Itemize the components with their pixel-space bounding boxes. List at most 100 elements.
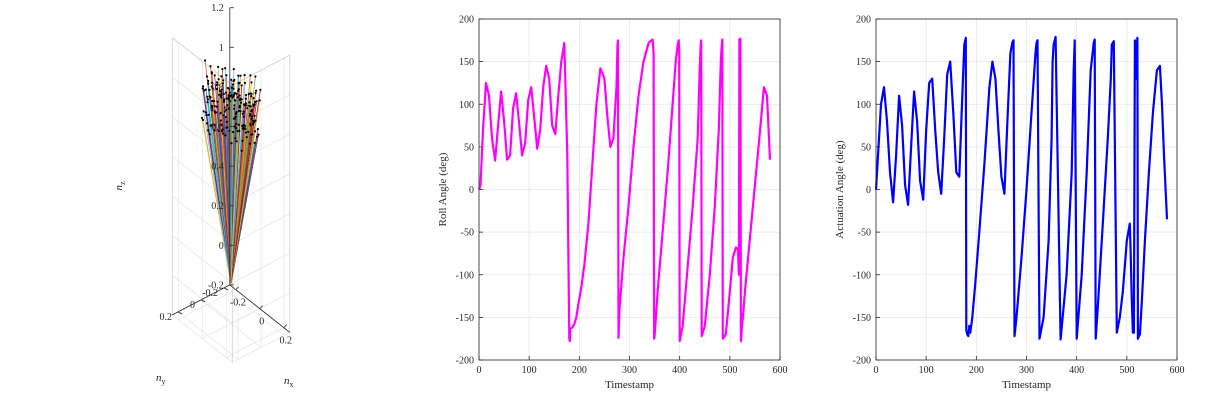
p2-x-tick-label: 400 bbox=[672, 365, 687, 376]
fan-3d-endpoint-marker bbox=[253, 141, 256, 144]
fan-3d-endpoint-marker bbox=[240, 84, 243, 87]
fan-3d-endpoint-marker bbox=[225, 126, 228, 129]
fan-3d-endpoint-marker bbox=[249, 74, 252, 77]
fan-3d-endpoint-marker bbox=[256, 128, 259, 131]
fan-3d-endpoint-marker bbox=[210, 104, 213, 107]
fan-3d-x-tick-label: -0.2 bbox=[230, 298, 246, 309]
p2-y-tick-label: 100 bbox=[459, 100, 474, 111]
p2-x-tick-label: 100 bbox=[522, 365, 537, 376]
fan-3d-endpoint-marker bbox=[232, 117, 235, 120]
fan-3d-z-tick-label: 0.4 bbox=[211, 162, 224, 173]
fan-3d-endpoint-marker bbox=[248, 101, 251, 104]
fan-3d-endpoint-marker bbox=[201, 118, 205, 122]
fan-3d-x-tick bbox=[235, 286, 240, 290]
fan-3d-grid-line bbox=[177, 311, 239, 360]
p2-y-tick-label: -100 bbox=[456, 270, 474, 281]
p3-y-tick-label: -50 bbox=[858, 228, 871, 239]
p2-x-tick-label: 0 bbox=[477, 365, 482, 376]
fan-3d-endpoint-marker bbox=[252, 97, 255, 100]
fan-3d-x-axis bbox=[229, 284, 291, 333]
fan-3d-endpoint-marker bbox=[254, 75, 257, 78]
fan-3d-endpoint-marker bbox=[225, 120, 228, 123]
fan-3d-endpoint-marker bbox=[206, 98, 209, 101]
fan-3d-endpoint-marker bbox=[220, 124, 223, 127]
fan-3d-endpoint-marker bbox=[224, 67, 227, 70]
fan-3d-z-label: nz bbox=[113, 181, 127, 191]
fan-3d-endpoint-marker bbox=[221, 68, 224, 71]
fan-3d-endpoint-marker bbox=[241, 127, 244, 130]
fan-3d-grid-line bbox=[200, 299, 262, 348]
fan-3d-x-tick-label: 0 bbox=[259, 317, 264, 328]
fan-3d-x-tick bbox=[283, 324, 288, 328]
fan-3d-endpoint-marker bbox=[221, 128, 224, 131]
roll-angle-series-line bbox=[477, 37, 772, 343]
fan-3d-y-tick-labels: -0.2 0 0.2 bbox=[160, 288, 219, 323]
fan-3d-y-tick-label: 0.2 bbox=[160, 312, 173, 323]
fan-3d-line bbox=[206, 76, 232, 285]
fan-3d-endpoint-marker bbox=[209, 65, 212, 68]
fan-3d-endpoint-marker bbox=[202, 110, 205, 113]
p2-y-tick-label: -50 bbox=[461, 228, 474, 239]
fan-3d-x-tick bbox=[259, 305, 264, 309]
fan-3d-endpoint-marker bbox=[208, 133, 211, 136]
fan-3d-endpoint-marker bbox=[225, 97, 228, 100]
fan-3d-endpoint-marker bbox=[241, 112, 244, 115]
fan-3d-endpoint-marker bbox=[237, 89, 240, 92]
fan-3d-endpoint-marker bbox=[222, 100, 226, 103]
fan-3d-endpoint-marker bbox=[225, 108, 228, 111]
fan-3d-line bbox=[230, 93, 251, 285]
fan-3d-y-label: ny bbox=[156, 372, 166, 386]
fan-3d-endpoint-marker bbox=[233, 104, 236, 107]
p2-y-tick-label: 200 bbox=[459, 15, 474, 26]
fan-3d-endpoint-marker bbox=[221, 82, 224, 85]
fan-3d-endpoint-marker bbox=[249, 112, 252, 116]
fan-3d-endpoint-marker bbox=[205, 122, 209, 125]
p2-y-tick-label: -150 bbox=[456, 313, 474, 324]
p3-x-tick-label: 0 bbox=[874, 365, 879, 376]
fan-3d-endpoint-marker bbox=[209, 96, 212, 99]
p3-y-tick-label: 150 bbox=[856, 57, 871, 68]
fan-3d-endpoint-marker bbox=[220, 130, 224, 133]
fan-3d-endpoint-marker bbox=[245, 136, 248, 139]
fan-3d-endpoint-marker bbox=[220, 88, 223, 91]
p2-x-tick-label: 300 bbox=[622, 365, 637, 376]
fan-3d-endpoint-marker bbox=[206, 95, 209, 98]
fan-3d-endpoint-marker bbox=[254, 91, 257, 95]
fan-3d-endpoint-marker bbox=[234, 112, 237, 115]
fan-3d-endpoint-marker bbox=[224, 115, 227, 119]
fan-3d-endpoint-marker bbox=[233, 107, 236, 110]
fan-3d-endpoint-marker bbox=[210, 72, 213, 75]
fan-3d-endpoint-marker bbox=[249, 92, 252, 95]
fan-3d-endpoint-marker bbox=[235, 92, 238, 95]
fan-3d-endpoint-marker bbox=[254, 130, 257, 133]
fan-3d-endpoint-marker bbox=[242, 115, 245, 118]
fan-3d-endpoint-marker bbox=[230, 94, 233, 97]
fan-3d-endpoint-marker bbox=[223, 110, 226, 113]
fan-3d-endpoint-marker bbox=[225, 74, 228, 77]
fan-3d-endpoint-marker bbox=[205, 114, 208, 117]
fan-3d-endpoint-marker bbox=[211, 87, 214, 90]
p3-y-tick-label: 50 bbox=[861, 142, 871, 153]
fan-3d-box-edge bbox=[172, 37, 233, 86]
fan-3d-endpoint-marker bbox=[217, 65, 220, 68]
fan-3d-y-tick bbox=[177, 311, 183, 315]
fan-3d-z-tick-label: 1 bbox=[219, 43, 224, 54]
fan-3d-endpoint-marker bbox=[215, 81, 219, 84]
fan-3d-endpoint-marker bbox=[236, 130, 239, 133]
fan-3d-endpoint-marker bbox=[232, 87, 235, 90]
fan-3d-z-tick-label: 0.8 bbox=[211, 82, 224, 93]
fan-3d-endpoint-marker bbox=[255, 89, 258, 92]
fan-3d-endpoint-marker bbox=[250, 81, 253, 84]
fan-3d-endpoint-marker bbox=[227, 94, 230, 97]
p2-y-tick-label: 0 bbox=[469, 185, 474, 196]
fan-3d-line bbox=[202, 88, 232, 285]
fan-3d-endpoint-marker bbox=[209, 124, 212, 127]
fan-3d-endpoint-marker bbox=[232, 68, 235, 71]
fan-3d-endpoint-marker bbox=[246, 107, 249, 110]
fan-3d-endpoint-marker bbox=[214, 111, 217, 114]
fan-3d-endpoint-marker bbox=[206, 101, 209, 104]
fan-3d-endpoint-marker bbox=[215, 87, 218, 91]
fan-3d-endpoint-marker bbox=[254, 119, 257, 122]
fan-3d-endpoint-marker bbox=[256, 135, 259, 138]
